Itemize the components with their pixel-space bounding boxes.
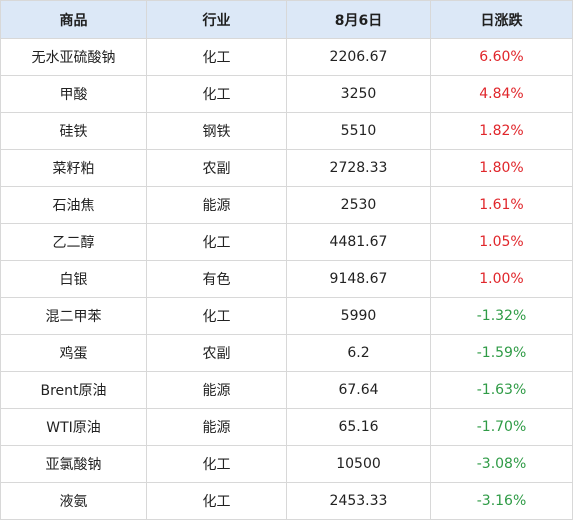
table-row: WTI原油 能源 65.16 -1.70% [0,408,573,446]
price-cell: 2206.67 [286,38,431,76]
daily-change-cell: -3.08% [430,445,573,483]
industry-cell: 化工 [146,297,287,335]
table-row: 无水亚硫酸钠 化工 2206.67 6.60% [0,38,573,76]
table-row: 亚氯酸钠 化工 10500 -3.08% [0,445,573,483]
table-row: 液氨 化工 2453.33 -3.16% [0,482,573,520]
price-cell: 6.2 [286,334,431,372]
industry-cell: 钢铁 [146,112,287,150]
commodity-name-cell: Brent原油 [0,371,147,409]
commodity-name-cell: 无水亚硫酸钠 [0,38,147,76]
commodity-name-cell: 液氨 [0,482,147,520]
industry-cell: 化工 [146,75,287,113]
daily-change-cell: 1.82% [430,112,573,150]
table-row: 石油焦 能源 2530 1.61% [0,186,573,224]
industry-cell: 能源 [146,408,287,446]
daily-change-cell: -1.63% [430,371,573,409]
table-row: 鸡蛋 农副 6.2 -1.59% [0,334,573,372]
daily-change-cell: 1.05% [430,223,573,261]
commodity-name-cell: 亚氯酸钠 [0,445,147,483]
table-row: 白银 有色 9148.67 1.00% [0,260,573,298]
table-row: 硅铁 钢铁 5510 1.82% [0,112,573,150]
price-cell: 5510 [286,112,431,150]
table-row: 乙二醇 化工 4481.67 1.05% [0,223,573,261]
header-commodity: 商品 [0,0,147,39]
daily-change-cell: -1.59% [430,334,573,372]
price-cell: 67.64 [286,371,431,409]
price-cell: 2530 [286,186,431,224]
industry-cell: 农副 [146,149,287,187]
industry-cell: 化工 [146,482,287,520]
industry-cell: 能源 [146,186,287,224]
price-cell: 9148.67 [286,260,431,298]
price-cell: 4481.67 [286,223,431,261]
daily-change-cell: 1.80% [430,149,573,187]
daily-change-cell: -1.70% [430,408,573,446]
price-cell: 2453.33 [286,482,431,520]
table-row: Brent原油 能源 67.64 -1.63% [0,371,573,409]
daily-change-cell: 1.61% [430,186,573,224]
daily-change-cell: -1.32% [430,297,573,335]
commodity-name-cell: 乙二醇 [0,223,147,261]
table-header-row: 商品 行业 8月6日 日涨跌 [0,0,573,39]
industry-cell: 农副 [146,334,287,372]
header-daily-change: 日涨跌 [430,0,573,39]
table-row: 菜籽粕 农副 2728.33 1.80% [0,149,573,187]
commodity-name-cell: 甲酸 [0,75,147,113]
price-cell: 3250 [286,75,431,113]
table-body: 无水亚硫酸钠 化工 2206.67 6.60% 甲酸 化工 3250 4.84% 硅铁 钢铁 551… [0,38,573,520]
price-cell: 65.16 [286,408,431,446]
daily-change-cell: -3.16% [430,482,573,520]
daily-change-cell: 4.84% [430,75,573,113]
commodity-name-cell: 石油焦 [0,186,147,224]
commodity-name-cell: 混二甲苯 [0,297,147,335]
price-cell: 10500 [286,445,431,483]
industry-cell: 化工 [146,223,287,261]
commodity-name-cell: 白银 [0,260,147,298]
table-row: 甲酸 化工 3250 4.84% [0,75,573,113]
commodity-name-cell: 菜籽粕 [0,149,147,187]
industry-cell: 化工 [146,38,287,76]
industry-cell: 有色 [146,260,287,298]
daily-change-cell: 6.60% [430,38,573,76]
commodity-name-cell: WTI原油 [0,408,147,446]
header-industry: 行业 [146,0,287,39]
header-date-price: 8月6日 [286,0,431,39]
commodity-name-cell: 鸡蛋 [0,334,147,372]
industry-cell: 能源 [146,371,287,409]
price-cell: 5990 [286,297,431,335]
daily-change-cell: 1.00% [430,260,573,298]
industry-cell: 化工 [146,445,287,483]
commodity-name-cell: 硅铁 [0,112,147,150]
price-cell: 2728.33 [286,149,431,187]
table-row: 混二甲苯 化工 5990 -1.32% [0,297,573,335]
